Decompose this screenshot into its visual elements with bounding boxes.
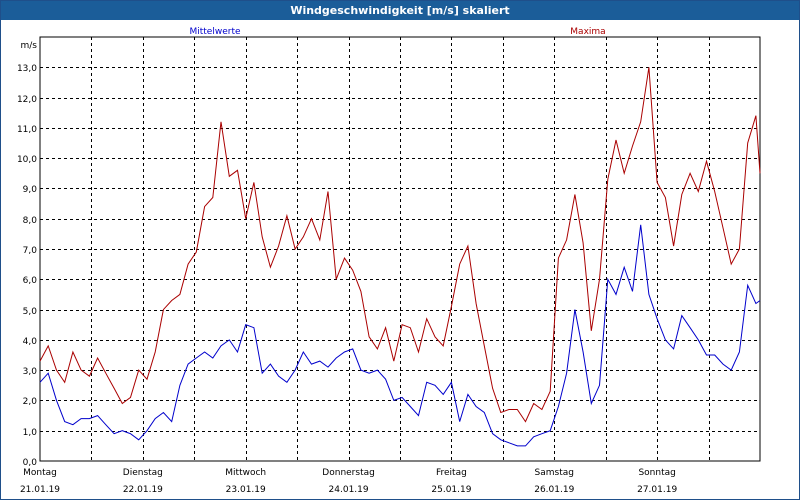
x-tick-date: 24.01.19	[329, 485, 369, 495]
x-tick-day: Dienstag	[123, 468, 163, 478]
x-tick-date: 23.01.19	[226, 485, 266, 495]
x-tick-day: Montag	[23, 468, 57, 478]
y-tick-label: 1,0	[23, 428, 38, 438]
x-tick-date: 25.01.19	[431, 485, 471, 495]
chart-labels: 0,0 1,0 2,0 3,0 4,0 5,0 6,0 7,0 8,0 9,0 10,0 11,0 12…	[17, 27, 678, 495]
chart-series	[39, 67, 761, 447]
chart-axes	[39, 36, 761, 462]
x-tick-date: 27.01.19	[637, 485, 677, 495]
y-tick-label: 0,0	[23, 458, 38, 468]
plot-frame	[39, 36, 761, 462]
y-tick-label: 2,0	[23, 397, 38, 407]
x-tick-date: 21.01.19	[20, 485, 60, 495]
y-tick-label: 13,0	[17, 64, 37, 74]
y-tick-label: 9,0	[23, 185, 38, 195]
x-tick-day: Sonntag	[638, 468, 675, 478]
y-tick-label: 7,0	[23, 246, 38, 256]
y-tick-label: 8,0	[23, 216, 38, 226]
series-line-mittelwerte	[39, 224, 761, 447]
window-title: Windgeschwindigkeit [m/s] skaliert	[1, 1, 799, 20]
y-tick-label: 4,0	[23, 337, 38, 347]
chart-grid	[40, 37, 760, 461]
x-tick-day: Samstag	[535, 468, 574, 478]
legend-mittelwerte: Mittelwerte	[189, 27, 240, 37]
y-tick-label: 5,0	[23, 307, 38, 317]
y-tick-label: 12,0	[17, 95, 37, 105]
y-tick-label: 6,0	[23, 276, 38, 286]
y-tick-label: 3,0	[23, 367, 38, 377]
y-axis-unit: m/s	[21, 41, 38, 51]
series-line-maxima	[39, 67, 761, 423]
x-tick-day: Donnerstag	[322, 468, 375, 478]
y-tick-label: 10,0	[17, 155, 37, 165]
legend-maxima: Maxima	[570, 27, 605, 37]
x-tick-date: 22.01.19	[123, 485, 163, 495]
x-tick-day: Freitag	[436, 468, 467, 478]
x-tick-day: Mittwoch	[225, 468, 266, 478]
y-tick-label: 11,0	[17, 125, 37, 135]
x-tick-date: 26.01.19	[534, 485, 574, 495]
